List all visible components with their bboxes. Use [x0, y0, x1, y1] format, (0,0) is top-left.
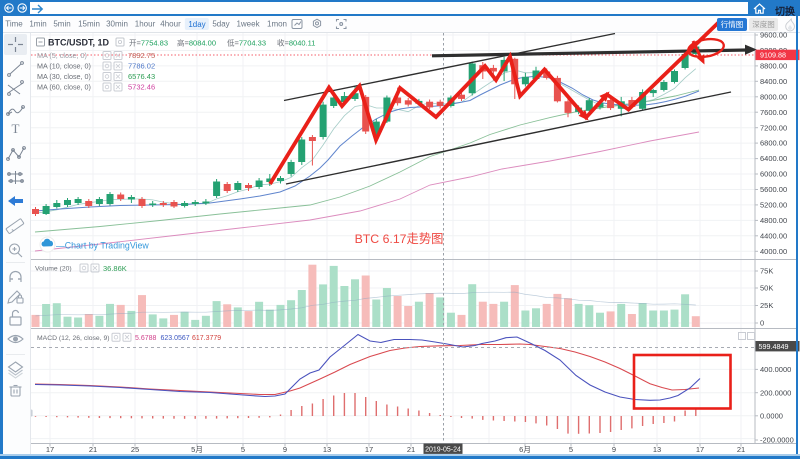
- svg-text:4000.00: 4000.00: [760, 247, 787, 256]
- svg-text:623.0567: 623.0567: [161, 335, 190, 342]
- svg-text:75K: 75K: [760, 267, 773, 276]
- svg-text:开=7754.83: 开=7754.83: [129, 38, 168, 47]
- svg-text:25K: 25K: [760, 301, 773, 310]
- svg-text:7786.02: 7786.02: [128, 62, 155, 71]
- svg-text:36.86K: 36.86K: [103, 264, 127, 273]
- svg-text:0: 0: [760, 319, 764, 328]
- svg-text:21: 21: [737, 445, 745, 454]
- svg-text:6576.43: 6576.43: [128, 72, 155, 81]
- svg-text:4400.00: 4400.00: [760, 231, 787, 240]
- svg-text:2019-05-24: 2019-05-24: [425, 446, 461, 453]
- svg-text:17: 17: [696, 445, 704, 454]
- svg-text:MACD (12, 26, close, 9): MACD (12, 26, close, 9): [37, 335, 110, 342]
- svg-text:617.3779: 617.3779: [192, 335, 221, 342]
- svg-text:6400.00: 6400.00: [760, 154, 787, 163]
- svg-text:9600.00: 9600.00: [760, 31, 787, 40]
- svg-text:BTC/USDT, 1D: BTC/USDT, 1D: [48, 37, 110, 47]
- svg-text:8000.00: 8000.00: [760, 92, 787, 101]
- svg-text:7892.75: 7892.75: [128, 51, 155, 60]
- svg-text:8400.00: 8400.00: [760, 77, 787, 86]
- svg-text:5732.46: 5732.46: [128, 83, 155, 92]
- svg-text:Volume (20): Volume (20): [35, 266, 72, 273]
- svg-text:50K: 50K: [760, 284, 773, 293]
- svg-text:—Chart by TradingView: —Chart by TradingView: [56, 240, 149, 250]
- svg-text:MA (30, close, 0): MA (30, close, 0): [37, 72, 91, 81]
- svg-text:4800.00: 4800.00: [760, 216, 787, 225]
- svg-text:599.4849: 599.4849: [759, 342, 789, 351]
- svg-text:5200.00: 5200.00: [760, 201, 787, 210]
- svg-text:21: 21: [407, 445, 415, 454]
- svg-text:9: 9: [612, 445, 616, 454]
- svg-text:MA (60, close, 0): MA (60, close, 0): [37, 83, 91, 92]
- svg-text:21: 21: [89, 445, 97, 454]
- svg-text:5: 5: [241, 445, 245, 454]
- svg-text:低=7704.33: 低=7704.33: [227, 37, 266, 47]
- svg-text:17: 17: [46, 445, 54, 454]
- svg-text:-200.0000: -200.0000: [760, 436, 794, 445]
- svg-text:5600.00: 5600.00: [760, 185, 787, 194]
- svg-text:MA (5, close, 0): MA (5, close, 0): [37, 51, 87, 60]
- svg-text:6800.00: 6800.00: [760, 139, 787, 148]
- svg-text:25: 25: [131, 445, 139, 454]
- svg-text:7200.00: 7200.00: [760, 123, 787, 132]
- svg-text:T: T: [12, 121, 20, 136]
- svg-text:7600.00: 7600.00: [760, 108, 787, 117]
- svg-text:13: 13: [323, 445, 331, 454]
- svg-text:200.0000: 200.0000: [760, 388, 791, 397]
- svg-text:5: 5: [569, 445, 573, 454]
- svg-text:0.0000: 0.0000: [760, 411, 783, 420]
- svg-text:13: 13: [653, 445, 661, 454]
- svg-text:6月: 6月: [519, 445, 531, 454]
- svg-text:8800.00: 8800.00: [760, 62, 787, 71]
- svg-text:17: 17: [365, 445, 373, 454]
- svg-text:收=8040.11: 收=8040.11: [277, 37, 315, 47]
- svg-text:5.6788: 5.6788: [135, 335, 157, 342]
- svg-text:400.0000: 400.0000: [760, 365, 791, 374]
- svg-text:高=8084.00: 高=8084.00: [177, 37, 216, 47]
- svg-text:9109.88: 9109.88: [760, 51, 786, 60]
- svg-text:MA (10, close, 0): MA (10, close, 0): [37, 62, 91, 71]
- svg-text:BTC 6.17走势图: BTC 6.17走势图: [355, 232, 444, 246]
- svg-text:5月: 5月: [191, 445, 203, 454]
- svg-text:6000.00: 6000.00: [760, 170, 787, 179]
- svg-text:9: 9: [283, 445, 287, 454]
